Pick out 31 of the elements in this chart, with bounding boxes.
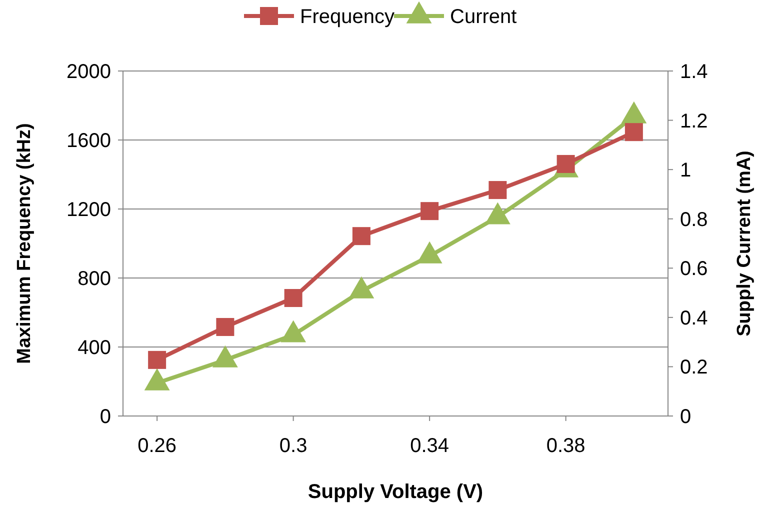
y2-tick-label: 1.4	[680, 61, 708, 83]
y2-tick-label: 1	[680, 160, 692, 182]
point	[624, 123, 643, 142]
x-tick-label: 0.3	[279, 435, 308, 457]
y2-tick-label: 1.2	[680, 110, 708, 132]
y2-tick-label: 0	[680, 406, 692, 428]
point	[284, 289, 302, 308]
y2-axis-title: Supply Current (mA)	[734, 150, 755, 336]
point	[420, 202, 439, 220]
point	[352, 227, 370, 246]
y-tick-label: 400	[78, 337, 111, 359]
y2-tick-label: 0.8	[680, 208, 708, 231]
y-axis-title: Maximum Frequency (kHz)	[14, 123, 35, 364]
y2-tick-label: 0.4	[680, 307, 708, 330]
point	[556, 154, 575, 173]
point	[488, 181, 507, 200]
y2-tick-label: 0.6	[680, 258, 708, 280]
x-tick-label: 0.34	[410, 435, 450, 457]
y-tick-label: 2000	[66, 61, 111, 83]
y-tick-label: 1200	[66, 199, 111, 221]
legend-label: Frequency	[300, 6, 394, 28]
y-tick-label: 0	[100, 406, 111, 428]
x-tick-label: 0.26	[138, 435, 177, 457]
point	[216, 318, 234, 336]
y-tick-label: 1600	[66, 130, 111, 152]
point	[148, 350, 166, 369]
x-axis-title: Supply Voltage (V)	[308, 481, 484, 503]
y-tick-label: 800	[78, 268, 111, 290]
x-tick-label: 0.38	[546, 435, 586, 457]
y2-tick-label: 0.2	[680, 356, 708, 379]
legend-label: Current	[450, 6, 518, 28]
